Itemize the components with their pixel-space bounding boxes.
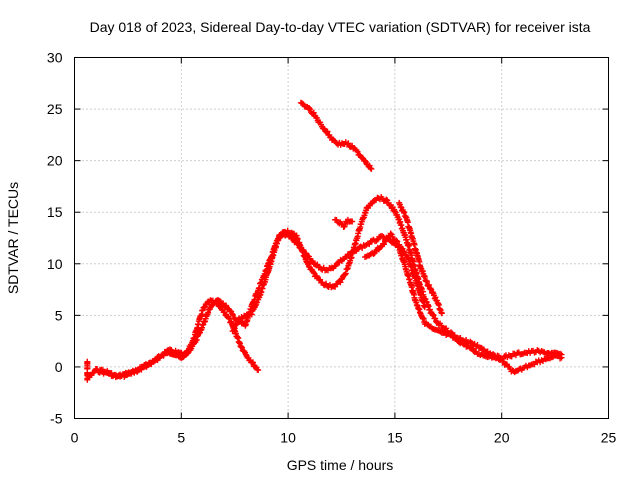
- series-track-c: [229, 193, 565, 376]
- data-point: [387, 230, 394, 237]
- data-point: [229, 310, 236, 317]
- tick-layer: 0 5 10 15 20 25 -5 0 5 10 15 20 25 30: [47, 50, 617, 446]
- y-tick-label: 25: [47, 101, 63, 117]
- data-point: [231, 325, 238, 332]
- points-layer: [84, 99, 565, 383]
- data-point: [354, 148, 361, 155]
- data-point: [421, 304, 428, 311]
- data-point: [223, 302, 230, 309]
- data-point: [345, 140, 352, 147]
- data-point: [430, 312, 437, 319]
- data-point: [337, 279, 344, 286]
- data-point: [432, 294, 439, 301]
- data-point: [400, 208, 407, 215]
- data-point: [380, 241, 387, 248]
- x-tick-label: 25: [601, 430, 617, 446]
- series-track-e: [332, 216, 356, 230]
- data-point: [234, 320, 241, 327]
- y-tick-label: 10: [47, 256, 63, 272]
- data-point: [306, 104, 313, 111]
- data-point: [432, 315, 439, 322]
- data-point: [400, 248, 407, 255]
- y-tick-label: 30: [47, 50, 63, 66]
- data-point: [342, 270, 349, 277]
- series-track-f: [396, 199, 445, 317]
- data-point: [401, 209, 408, 216]
- series-track-g: [361, 230, 428, 311]
- data-point: [443, 325, 450, 332]
- data-point: [255, 367, 262, 374]
- data-point: [250, 359, 257, 366]
- data-point: [361, 157, 368, 164]
- data-point: [238, 344, 245, 351]
- chart-title: Day 018 of 2023, Sidereal Day-to-day VTE…: [90, 19, 591, 35]
- data-point: [384, 197, 391, 204]
- x-tick-label: 20: [494, 430, 510, 446]
- y-axis-label: SDTVAR / TECUs: [5, 182, 21, 294]
- x-tick-label: 15: [387, 430, 403, 446]
- x-tick-label: 5: [177, 430, 185, 446]
- data-point: [499, 358, 506, 365]
- data-point: [429, 289, 436, 296]
- data-point: [368, 165, 375, 172]
- data-point: [344, 266, 351, 273]
- data-point: [307, 106, 314, 113]
- series-track-a: [84, 297, 262, 383]
- y-tick-label: 0: [55, 359, 63, 375]
- data-point: [313, 114, 320, 121]
- data-point: [324, 128, 331, 135]
- data-point: [299, 100, 306, 107]
- data-point: [160, 352, 167, 359]
- data-point: [367, 165, 374, 172]
- data-point: [558, 354, 565, 361]
- data-point: [342, 271, 349, 278]
- y-tick-label: -5: [50, 411, 63, 427]
- data-point: [349, 218, 356, 225]
- data-point: [393, 237, 400, 244]
- data-point: [221, 309, 228, 316]
- y-tick-label: 15: [47, 204, 63, 220]
- y-tick-label: 20: [47, 153, 63, 169]
- x-tick-label: 0: [71, 430, 79, 446]
- y-tick-label: 5: [55, 307, 63, 323]
- plot-frame: [74, 57, 609, 419]
- data-point: [394, 238, 401, 245]
- data-point: [438, 310, 445, 317]
- data-point: [426, 281, 433, 288]
- data-point: [423, 278, 430, 285]
- data-point: [391, 208, 398, 215]
- data-point: [230, 312, 237, 319]
- data-point: [284, 227, 291, 234]
- data-point: [383, 196, 390, 203]
- x-tick-label: 10: [280, 430, 296, 446]
- x-axis-label: GPS time / hours: [287, 457, 394, 473]
- data-point: [184, 350, 191, 357]
- data-point: [421, 273, 428, 280]
- series-track-d: [297, 99, 375, 172]
